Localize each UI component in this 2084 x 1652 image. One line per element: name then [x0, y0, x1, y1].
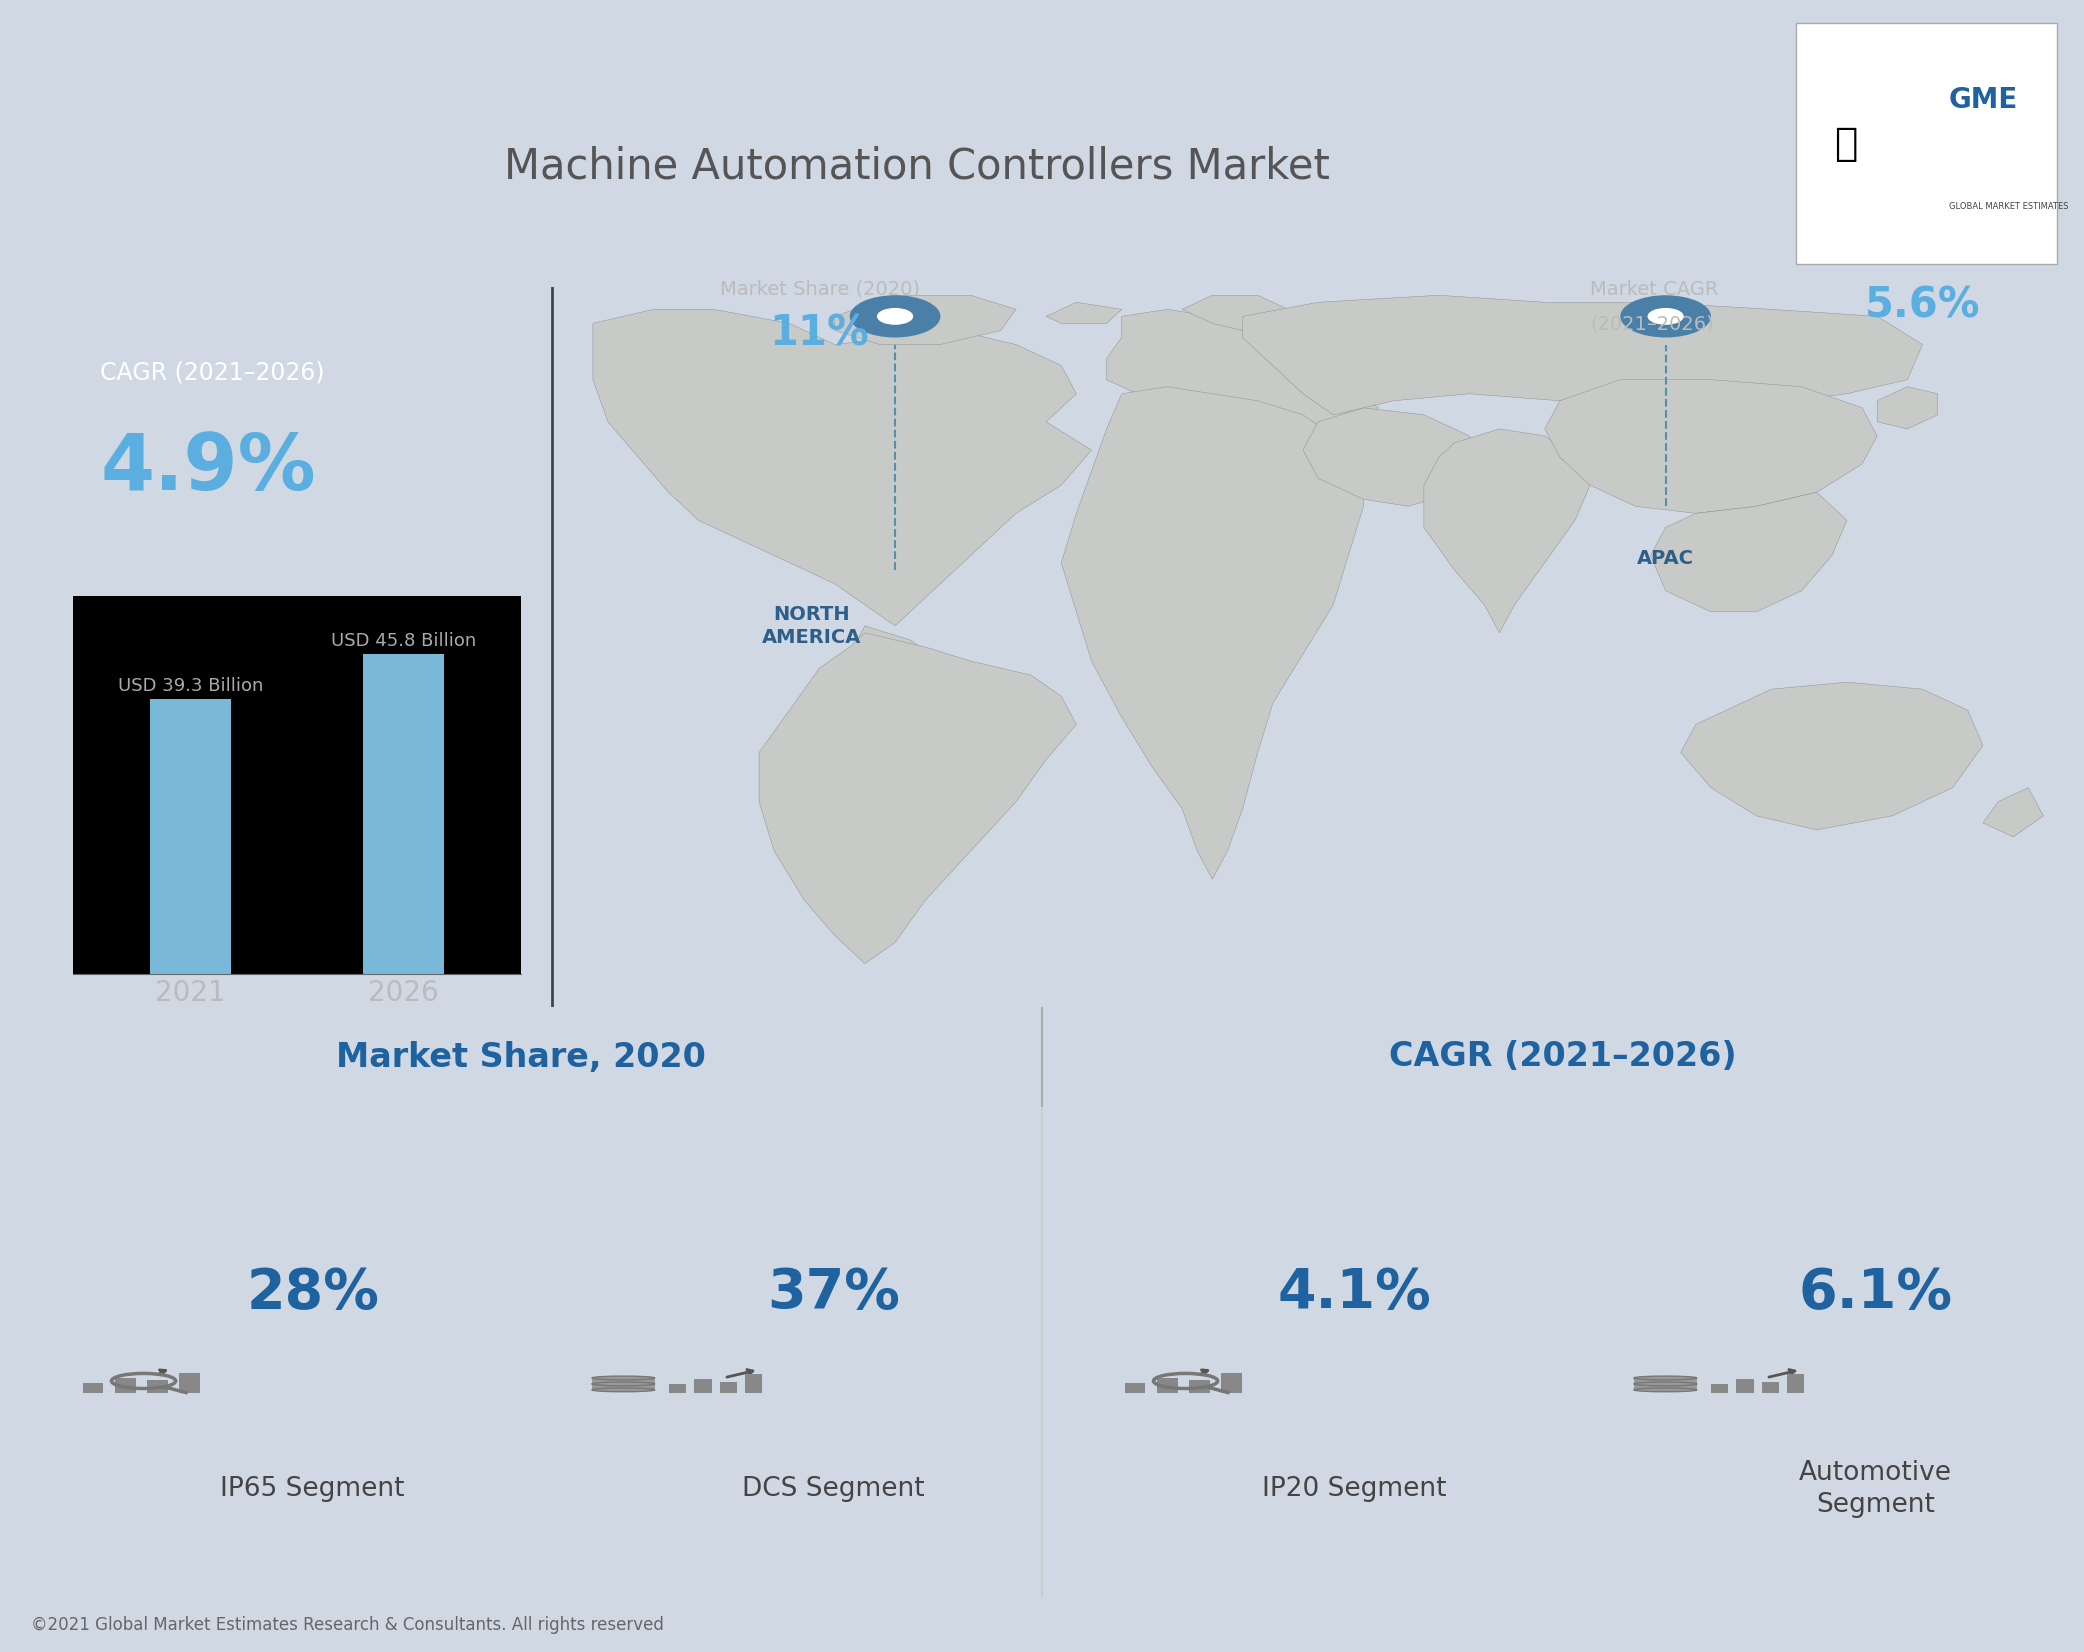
Polygon shape: [1182, 296, 1288, 330]
Text: DCS Segment: DCS Segment: [742, 1477, 925, 1502]
Text: Market Share (2020): Market Share (2020): [719, 279, 919, 299]
Ellipse shape: [592, 1383, 654, 1386]
Polygon shape: [1302, 408, 1484, 506]
FancyBboxPatch shape: [669, 1384, 686, 1393]
Polygon shape: [592, 309, 1092, 626]
Text: Machine Automation Controllers Market: Machine Automation Controllers Market: [504, 145, 1330, 187]
FancyBboxPatch shape: [1157, 1378, 1177, 1393]
Polygon shape: [834, 296, 1017, 345]
Circle shape: [877, 307, 913, 325]
Circle shape: [1648, 307, 1684, 325]
Polygon shape: [1107, 309, 1380, 443]
Text: 37%: 37%: [767, 1265, 900, 1320]
Text: Market Share, 2020: Market Share, 2020: [336, 1041, 706, 1074]
Text: GME: GME: [1949, 86, 2017, 114]
Text: 4.9%: 4.9%: [100, 431, 315, 507]
Text: IP20 Segment: IP20 Segment: [1263, 1477, 1446, 1502]
Polygon shape: [1046, 302, 1121, 324]
Ellipse shape: [1634, 1383, 1696, 1386]
Circle shape: [850, 296, 940, 337]
FancyBboxPatch shape: [1125, 1383, 1146, 1393]
Text: 4.1%: 4.1%: [1277, 1265, 1432, 1320]
Text: Automotive
Segment: Automotive Segment: [1798, 1460, 1953, 1518]
FancyBboxPatch shape: [148, 1381, 167, 1393]
Text: (2021–2026): (2021–2026): [1590, 316, 1713, 334]
Text: USD 39.3 Billion: USD 39.3 Billion: [117, 677, 263, 695]
FancyBboxPatch shape: [1796, 23, 2057, 264]
Text: NORTH
AMERICA: NORTH AMERICA: [763, 605, 861, 648]
Ellipse shape: [592, 1376, 654, 1379]
Text: 6.1%: 6.1%: [1798, 1265, 1953, 1320]
Text: CAGR (2021–2026): CAGR (2021–2026): [100, 360, 325, 385]
FancyBboxPatch shape: [694, 1378, 711, 1393]
FancyBboxPatch shape: [179, 1373, 200, 1393]
Text: APAC: APAC: [1638, 548, 1694, 568]
FancyBboxPatch shape: [1221, 1373, 1242, 1393]
Ellipse shape: [1634, 1376, 1696, 1379]
Polygon shape: [1982, 788, 2042, 838]
Polygon shape: [1061, 387, 1363, 879]
Text: 🏗: 🏗: [1834, 124, 1857, 162]
Circle shape: [1621, 296, 1711, 337]
FancyBboxPatch shape: [83, 1383, 104, 1393]
Bar: [150, 699, 231, 975]
Polygon shape: [850, 626, 940, 682]
Text: ©2021 Global Market Estimates Research & Consultants. All rights reserved: ©2021 Global Market Estimates Research &…: [31, 1616, 665, 1634]
FancyBboxPatch shape: [1711, 1384, 1728, 1393]
FancyBboxPatch shape: [719, 1381, 738, 1393]
Text: 11%: 11%: [769, 312, 869, 355]
Ellipse shape: [592, 1388, 654, 1391]
Polygon shape: [1878, 387, 1938, 430]
Text: 28%: 28%: [246, 1265, 379, 1320]
FancyBboxPatch shape: [592, 1378, 654, 1389]
FancyBboxPatch shape: [1736, 1378, 1753, 1393]
Polygon shape: [1651, 492, 1846, 611]
Text: GLOBAL MARKET ESTIMATES: GLOBAL MARKET ESTIMATES: [1949, 202, 2067, 211]
Text: Market CAGR: Market CAGR: [1590, 279, 1719, 299]
Text: IP65 Segment: IP65 Segment: [221, 1477, 404, 1502]
Text: 5.6%: 5.6%: [1865, 284, 1980, 327]
Polygon shape: [1544, 380, 1878, 514]
Polygon shape: [1242, 296, 1921, 415]
FancyBboxPatch shape: [1634, 1378, 1696, 1389]
Polygon shape: [1423, 430, 1590, 633]
Text: CAGR (2021–2026): CAGR (2021–2026): [1390, 1041, 1736, 1074]
FancyBboxPatch shape: [115, 1378, 135, 1393]
Text: USD 45.8 Billion: USD 45.8 Billion: [331, 633, 477, 649]
FancyBboxPatch shape: [1190, 1381, 1209, 1393]
FancyBboxPatch shape: [1761, 1381, 1780, 1393]
FancyBboxPatch shape: [1786, 1374, 1805, 1393]
FancyBboxPatch shape: [744, 1374, 763, 1393]
Bar: [363, 654, 444, 975]
Polygon shape: [759, 633, 1075, 963]
Ellipse shape: [1634, 1388, 1696, 1391]
Polygon shape: [1680, 682, 1982, 829]
